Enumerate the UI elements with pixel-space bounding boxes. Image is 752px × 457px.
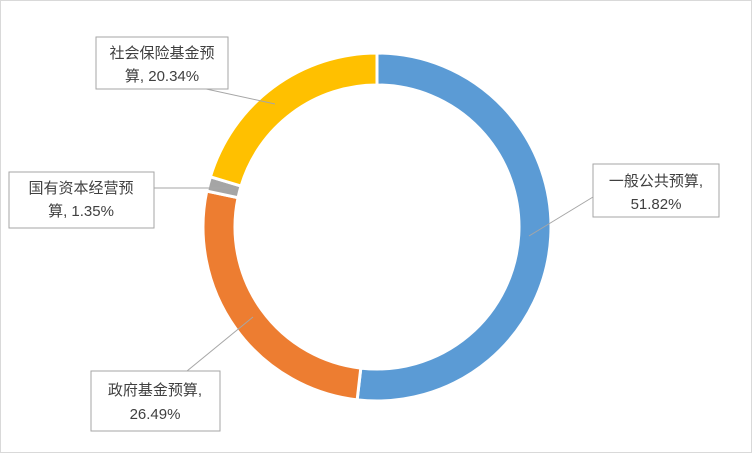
slice-shehui: [208, 51, 379, 188]
slices-group: [201, 51, 553, 403]
callout-text-shehui-line2: 算, 20.34%: [125, 67, 199, 85]
leader-line-yiban: [528, 196, 594, 237]
callout-shehui: 社会保险基金预 算, 20.34%: [95, 36, 276, 105]
callout-text-zhengfu-line2: 26.49%: [130, 406, 181, 423]
callout-zhengfu: 政府基金预算, 26.49%: [90, 316, 254, 432]
callout-text-guoyou-line2: 算, 1.35%: [48, 202, 114, 220]
callout-text-guoyou-line1: 国有资本经营预: [28, 180, 133, 197]
callout-guoyou: 国有资本经营预 算, 1.35%: [8, 171, 237, 229]
callout-text-yiban-line1: 一般公共预算,: [609, 172, 703, 190]
leader-line-shehui: [196, 86, 276, 105]
leader-line-zhengfu: [186, 316, 254, 372]
slice-zhengfu: [201, 189, 363, 402]
callout-box-guoyou: [8, 171, 155, 229]
callout-yiban: 一般公共预算, 51.82%: [528, 163, 720, 237]
callout-text-zhengfu-line1: 政府基金预算,: [108, 381, 202, 399]
slice-yiban: [355, 51, 553, 403]
callout-box-shehui: [95, 36, 229, 90]
callout-text-yiban-line2: 51.82%: [631, 196, 682, 213]
callout-box-yiban: [592, 163, 720, 218]
callouts-group: 一般公共预算, 51.82% 政府基金预算, 26.49% 国有资本经营预 算,…: [8, 36, 720, 432]
callout-box-zhengfu: [90, 370, 221, 432]
callout-text-shehui-line1: 社会保险基金预: [109, 45, 214, 62]
